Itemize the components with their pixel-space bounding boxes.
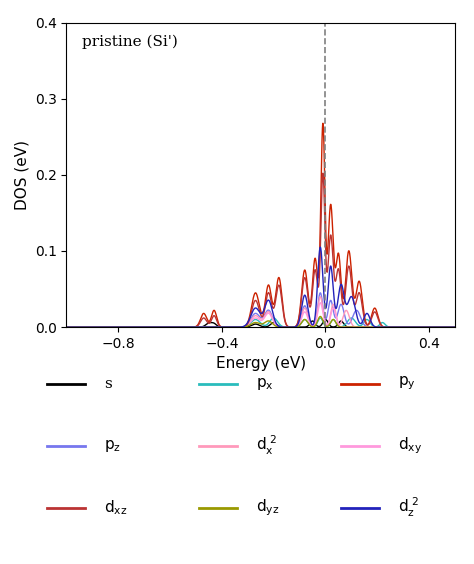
Text: $\mathrm{d_{xy}}$: $\mathrm{d_{xy}}$ [398, 435, 422, 456]
X-axis label: Energy (eV): Energy (eV) [216, 356, 306, 372]
Text: $\mathrm{d_x^{\ 2}}$: $\mathrm{d_x^{\ 2}}$ [256, 434, 277, 457]
Text: $\mathrm{p_z}$: $\mathrm{p_z}$ [104, 438, 121, 453]
Text: s: s [104, 377, 112, 390]
Y-axis label: DOS (eV): DOS (eV) [14, 140, 29, 210]
Text: pristine (Si'): pristine (Si') [82, 35, 178, 49]
Text: $\mathrm{p_x}$: $\mathrm{p_x}$ [256, 376, 274, 391]
Text: $\mathrm{d_{xz}}$: $\mathrm{d_{xz}}$ [104, 498, 128, 517]
Text: $\mathrm{p_y}$: $\mathrm{p_y}$ [398, 374, 416, 393]
Text: $\mathrm{d_{yz}}$: $\mathrm{d_{yz}}$ [256, 497, 279, 518]
Text: $\mathrm{d_z^{\ 2}}$: $\mathrm{d_z^{\ 2}}$ [398, 496, 419, 519]
